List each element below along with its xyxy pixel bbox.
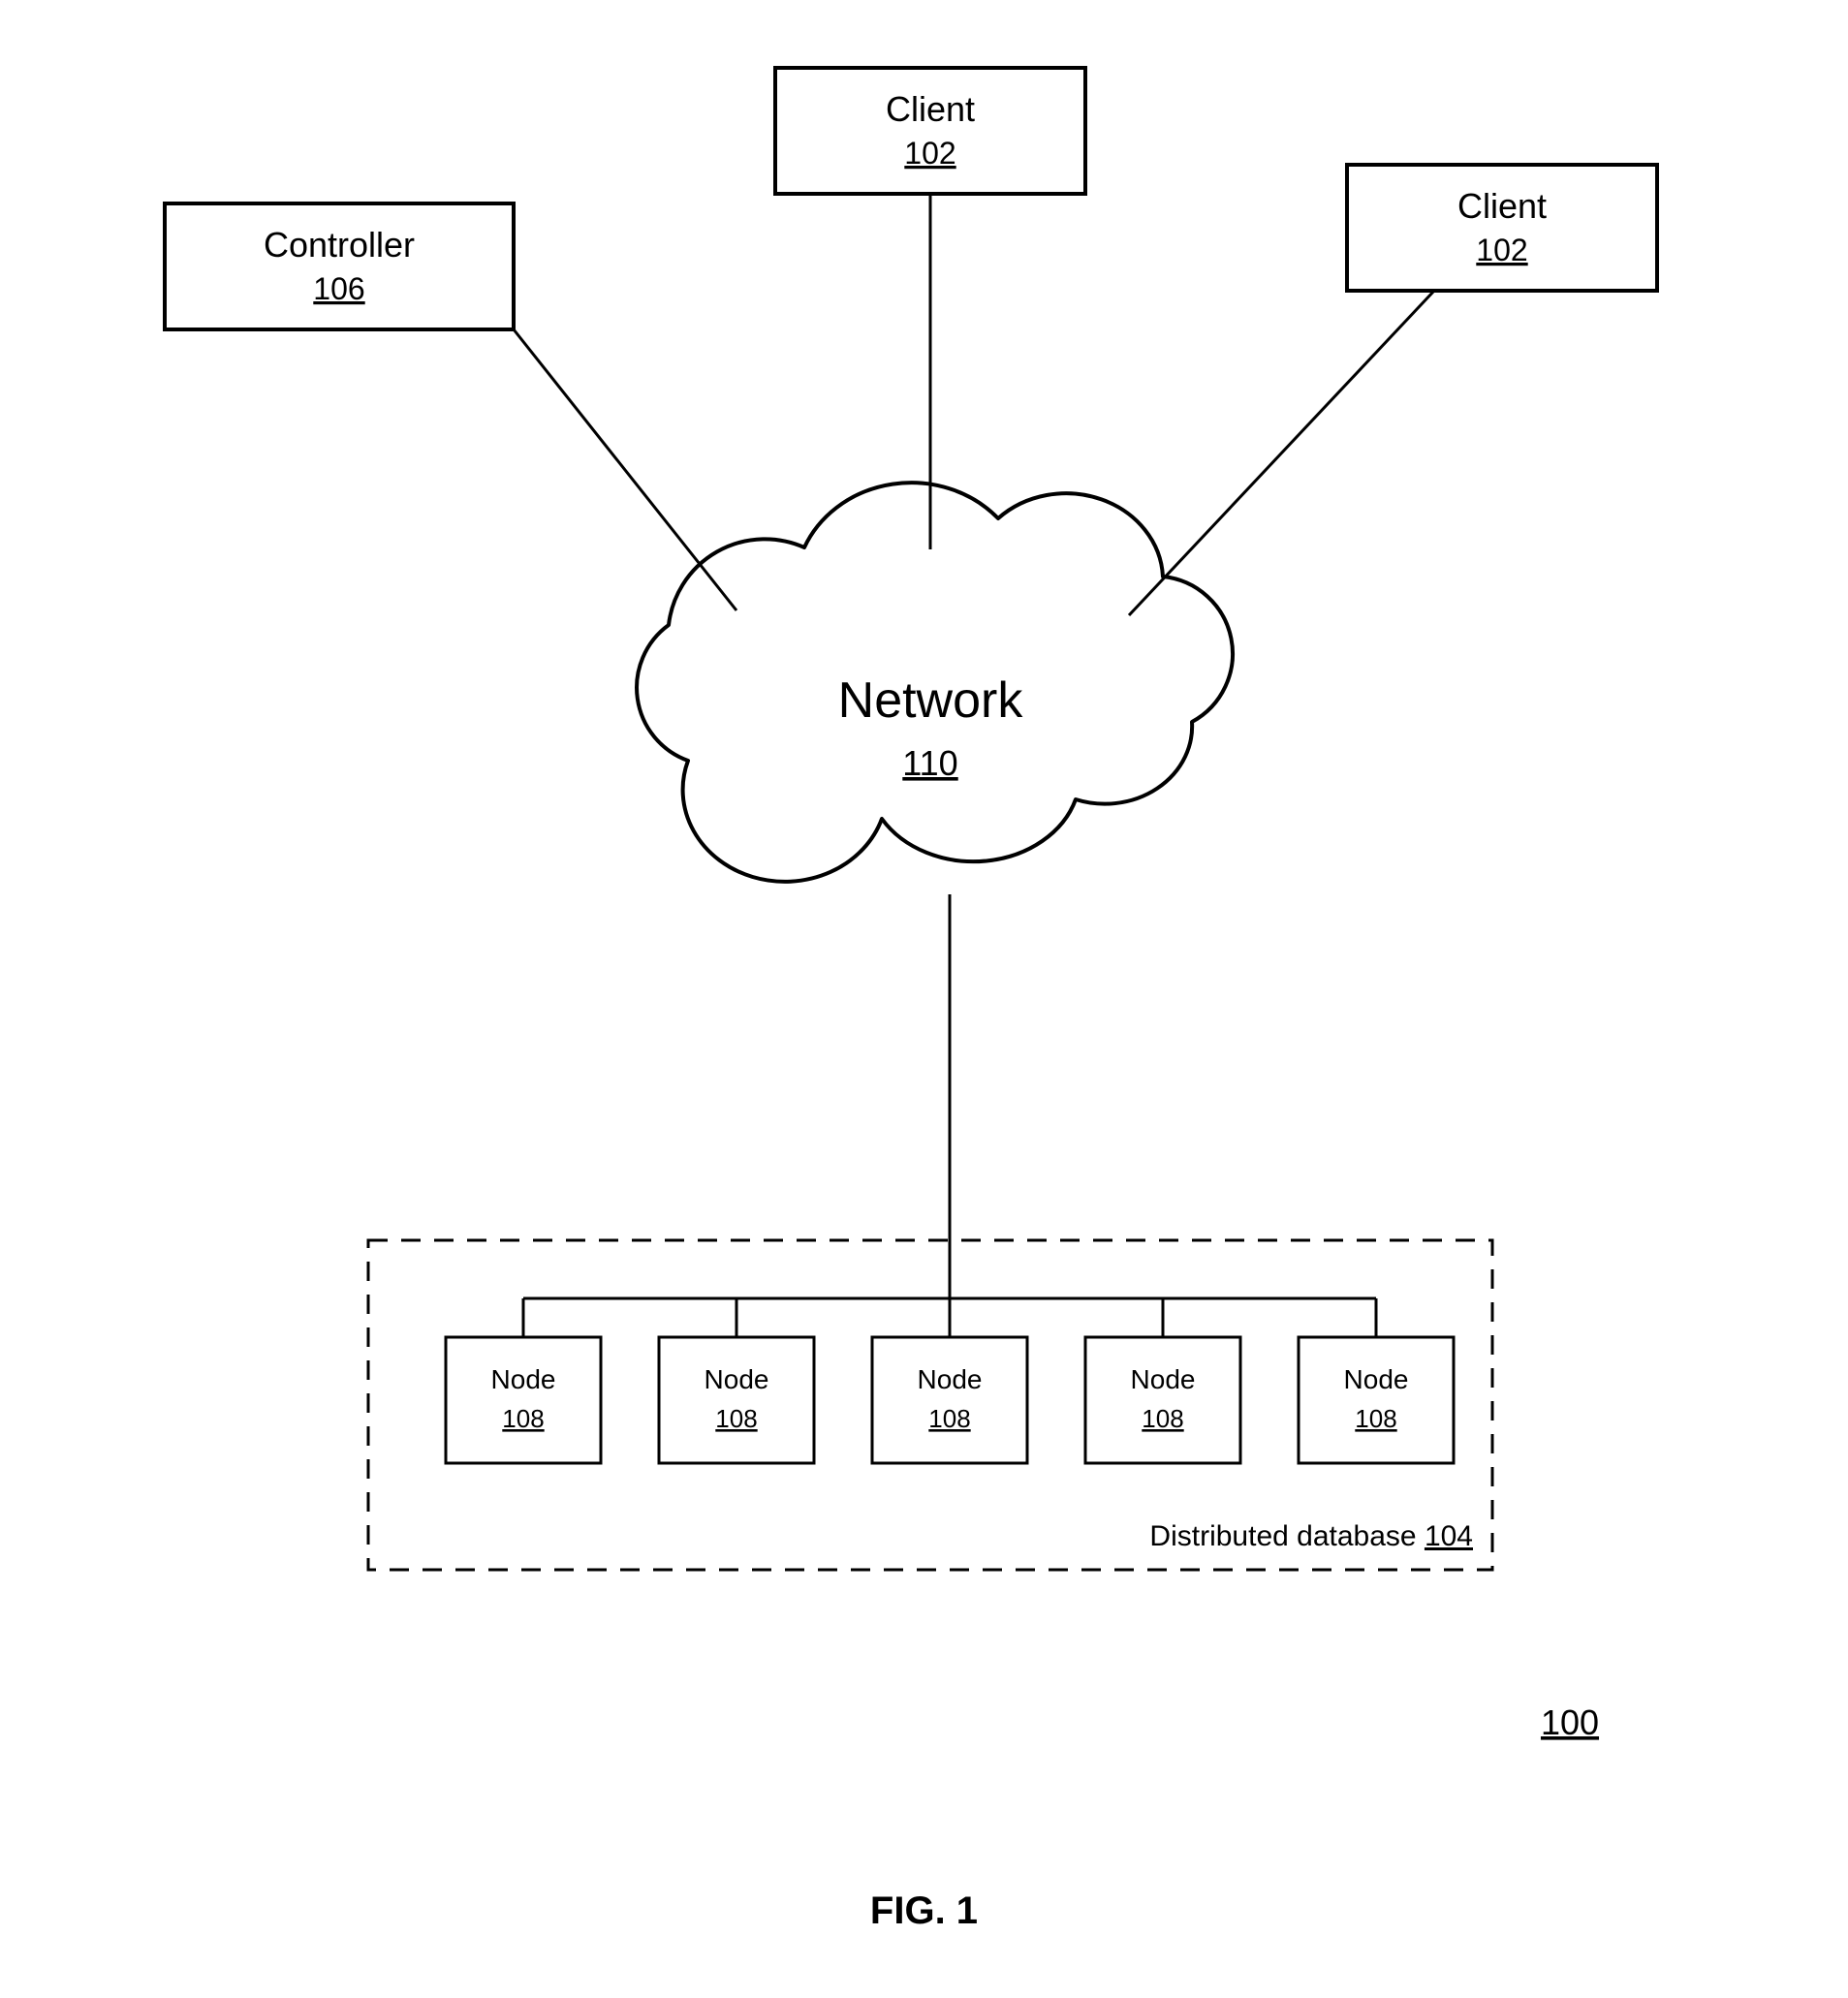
node-label: Node [705,1364,769,1394]
node-box [1085,1337,1240,1463]
node-ref: 108 [502,1404,544,1433]
network-ref: 110 [902,743,957,783]
node-label: Node [1131,1364,1196,1394]
controller-box-label: Controller [264,225,415,265]
edge [514,329,736,610]
node-ref: 108 [715,1404,757,1433]
node-label: Node [1344,1364,1409,1394]
node-box [659,1337,814,1463]
client-box [1347,165,1657,291]
client-box-ref: 102 [904,136,955,171]
controller-box [165,203,514,329]
node-label: Node [491,1364,556,1394]
node-ref: 108 [1355,1404,1396,1433]
network-label: Network [838,672,1024,729]
edge [1129,291,1434,615]
client-box-label: Client [886,89,975,129]
controller-box-ref: 106 [313,271,364,306]
database-label: Distributed database 104 [1149,1520,1473,1552]
node-box [1299,1337,1454,1463]
client-box-ref: 102 [1476,233,1527,267]
node-box [446,1337,601,1463]
client-box [775,68,1085,194]
figure-number: 100 [1541,1702,1599,1742]
node-box [872,1337,1027,1463]
client-box-label: Client [1457,186,1547,226]
node-ref: 108 [1142,1404,1183,1433]
node-label: Node [918,1364,983,1394]
node-ref: 108 [928,1404,970,1433]
figure-caption: FIG. 1 [870,1889,978,1932]
